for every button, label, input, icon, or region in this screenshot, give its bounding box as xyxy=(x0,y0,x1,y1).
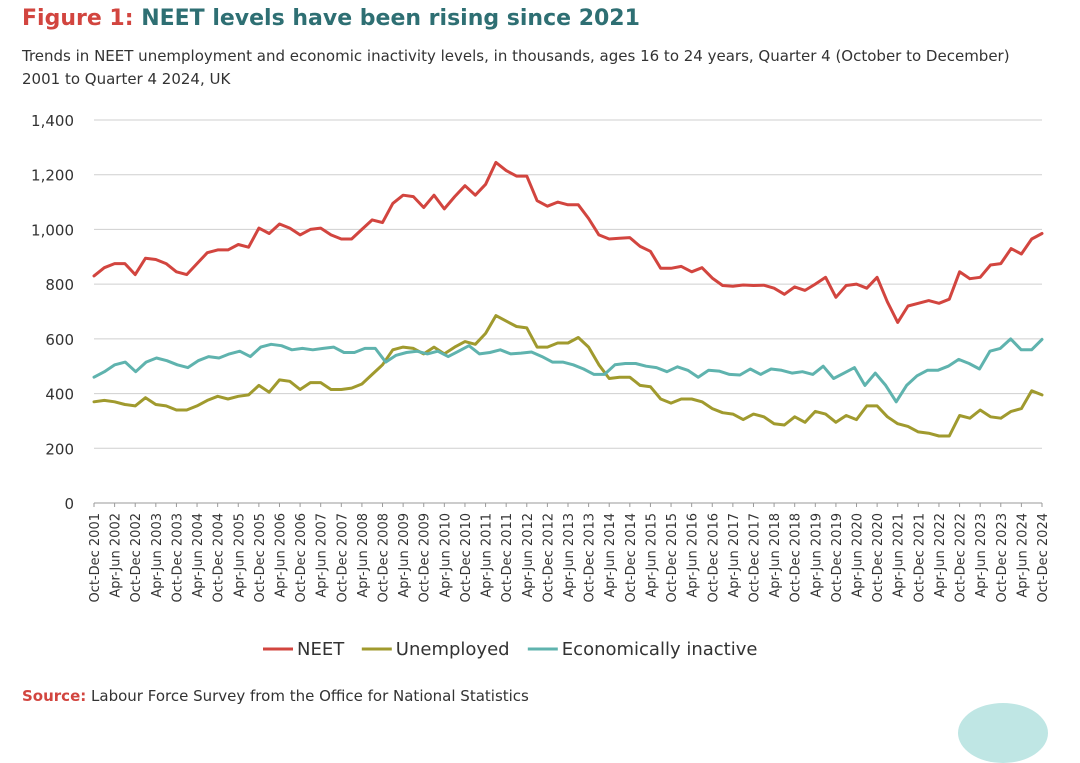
source-label: Source: xyxy=(22,687,87,705)
x-tick-label: Oct-Dec 2014 xyxy=(624,513,639,603)
x-tick-label: Apr-Jun 2007 xyxy=(315,513,330,598)
y-tick-label: 200 xyxy=(45,440,74,458)
series-line-unemployed xyxy=(92,314,1044,438)
x-tick-label: Oct-Dec 2013 xyxy=(583,513,598,603)
y-tick-label: 600 xyxy=(45,331,74,349)
x-tick-label: Oct-Dec 2016 xyxy=(706,513,721,603)
x-tick-label: Oct-Dec 2023 xyxy=(995,513,1010,603)
x-tick-label: Apr-Jun 2005 xyxy=(232,513,247,598)
legend-label-economically-inactive: Economically inactive xyxy=(562,639,758,660)
source-text: Labour Force Survey from the Office for … xyxy=(91,687,529,705)
x-tick-label: Apr-Jun 2015 xyxy=(644,513,659,598)
x-tick-label: Apr-Jun 2010 xyxy=(438,513,453,598)
x-tick-label: Oct-Dec 2017 xyxy=(747,513,762,603)
x-tick-label: Oct-Dec 2018 xyxy=(789,513,804,603)
y-tick-label: 1,400 xyxy=(31,112,74,130)
x-tick-label: Oct-Dec 2022 xyxy=(954,513,969,603)
x-tick-label: Apr-Jun 2023 xyxy=(974,513,989,598)
x-tick-label: Apr-Jun 2008 xyxy=(356,513,371,598)
x-tick-label: Apr-Jun 2022 xyxy=(933,513,948,598)
x-tick-label: Apr-Jun 2002 xyxy=(109,513,124,598)
title-text: NEET levels have been rising since 2021 xyxy=(141,6,640,31)
x-tick-label: Apr-Jun 2017 xyxy=(727,513,742,598)
x-tick-label: Oct-Dec 2021 xyxy=(912,513,927,603)
x-tick-label: Apr-Jun 2004 xyxy=(191,513,206,598)
x-tick-label: Oct-Dec 2010 xyxy=(459,513,474,603)
x-tick-label: Oct-Dec 2019 xyxy=(830,513,845,603)
y-tick-label: 0 xyxy=(64,495,74,513)
x-tick-label: Oct-Dec 2001 xyxy=(88,513,103,603)
x-tick-label: Oct-Dec 2002 xyxy=(129,513,144,603)
x-tick-label: Apr-Jun 2024 xyxy=(1015,513,1030,598)
x-tick-label: Apr-Jun 2018 xyxy=(768,513,783,598)
figure-label: Figure 1: xyxy=(22,6,134,31)
series-line-economically-inactive xyxy=(92,337,1044,404)
x-tick-label: Oct-Dec 2005 xyxy=(253,513,268,603)
x-tick-label: Apr-Jun 2016 xyxy=(686,513,701,598)
x-tick-label: Apr-Jun 2011 xyxy=(480,513,495,598)
decorative-shape xyxy=(958,703,1048,763)
x-tick-label: Oct-Dec 2007 xyxy=(335,513,350,603)
x-tick-label: Oct-Dec 2006 xyxy=(294,513,309,603)
x-tick-label: Apr-Jun 2020 xyxy=(851,513,866,598)
x-tick-label: Apr-Jun 2003 xyxy=(150,513,165,598)
y-tick-label: 1,200 xyxy=(31,167,74,185)
x-tick-label: Oct-Dec 2011 xyxy=(500,513,515,603)
x-tick-label: Apr-Jun 2013 xyxy=(562,513,577,598)
x-tick-label: Oct-Dec 2012 xyxy=(541,513,556,603)
x-tick-label: Apr-Jun 2019 xyxy=(809,513,824,598)
x-tick-label: Oct-Dec 2020 xyxy=(871,513,886,603)
line-chart: 0 200 400 600 800 1,000 1,200 1,400 Oct-Dec 2001… xyxy=(31,112,1051,660)
series-line-neet xyxy=(92,160,1044,324)
y-tick-label: 400 xyxy=(45,386,74,404)
chart-title: Figure 1: NEET levels have been rising s… xyxy=(22,6,640,31)
x-tick-label: Oct-Dec 2008 xyxy=(377,513,392,603)
source-note: Source: Labour Force Survey from the Off… xyxy=(22,687,529,705)
x-tick-label: Oct-Dec 2003 xyxy=(170,513,185,603)
x-tick-label: Apr-Jun 2006 xyxy=(273,513,288,598)
legend-label-neet: NEET xyxy=(297,639,345,660)
x-tick-label: Apr-Jun 2012 xyxy=(521,513,536,598)
y-tick-label: 800 xyxy=(45,276,74,294)
chart-subtitle: Trends in NEET unemployment and economic… xyxy=(22,47,1010,88)
x-tick-label: Oct-Dec 2015 xyxy=(665,513,680,603)
x-tick-label: Apr-Jun 2021 xyxy=(892,513,907,598)
x-tick-label: Oct-Dec 2009 xyxy=(418,513,433,603)
x-tick-label: Apr-Jun 2014 xyxy=(603,513,618,598)
x-tick-label: Oct-Dec 2024 xyxy=(1036,513,1051,603)
x-tick-label: Oct-Dec 2004 xyxy=(212,513,227,603)
legend-label-unemployed: Unemployed xyxy=(396,639,510,660)
y-tick-label: 1,000 xyxy=(31,221,74,239)
x-tick-label: Apr-Jun 2009 xyxy=(397,513,412,598)
